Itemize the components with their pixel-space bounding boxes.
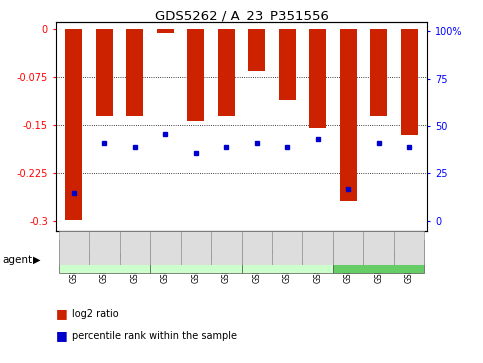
Bar	[279, 29, 296, 100]
Text: tumor necrosis
factor-α: tumor necrosis factor-α	[254, 247, 321, 266]
Bar	[58, 231, 89, 265]
Text: interleukin 4: interleukin 4	[75, 252, 133, 261]
Bar	[218, 29, 235, 115]
Text: percentile rank within the sample: percentile rank within the sample	[72, 331, 238, 341]
Bar	[302, 231, 333, 265]
Bar	[333, 231, 363, 265]
Text: unstimulated: unstimulated	[349, 252, 409, 261]
Bar	[89, 231, 120, 265]
Bar	[242, 240, 333, 273]
Bar	[248, 29, 265, 71]
Bar	[211, 231, 242, 265]
Text: interleukin 13: interleukin 13	[164, 252, 227, 261]
Bar	[150, 240, 242, 273]
Bar	[370, 29, 387, 115]
Bar	[127, 29, 143, 115]
Text: GDS5262 / A_23_P351556: GDS5262 / A_23_P351556	[155, 9, 328, 22]
Bar	[58, 240, 150, 273]
Bar	[96, 29, 113, 115]
Text: agent: agent	[2, 254, 32, 265]
Text: ■: ■	[56, 307, 67, 321]
Bar	[181, 231, 211, 265]
Text: ■: ■	[56, 329, 67, 342]
Bar	[187, 29, 204, 121]
Bar	[309, 29, 326, 129]
Bar	[401, 29, 417, 135]
Bar	[333, 240, 425, 273]
Bar	[363, 231, 394, 265]
Bar	[394, 231, 425, 265]
Bar	[157, 29, 174, 33]
Bar	[120, 231, 150, 265]
Bar	[272, 231, 302, 265]
Text: ▶: ▶	[33, 254, 41, 265]
Bar	[242, 231, 272, 265]
Bar	[150, 231, 181, 265]
Text: log2 ratio: log2 ratio	[72, 309, 119, 319]
Bar	[340, 29, 356, 200]
Bar	[66, 29, 82, 220]
